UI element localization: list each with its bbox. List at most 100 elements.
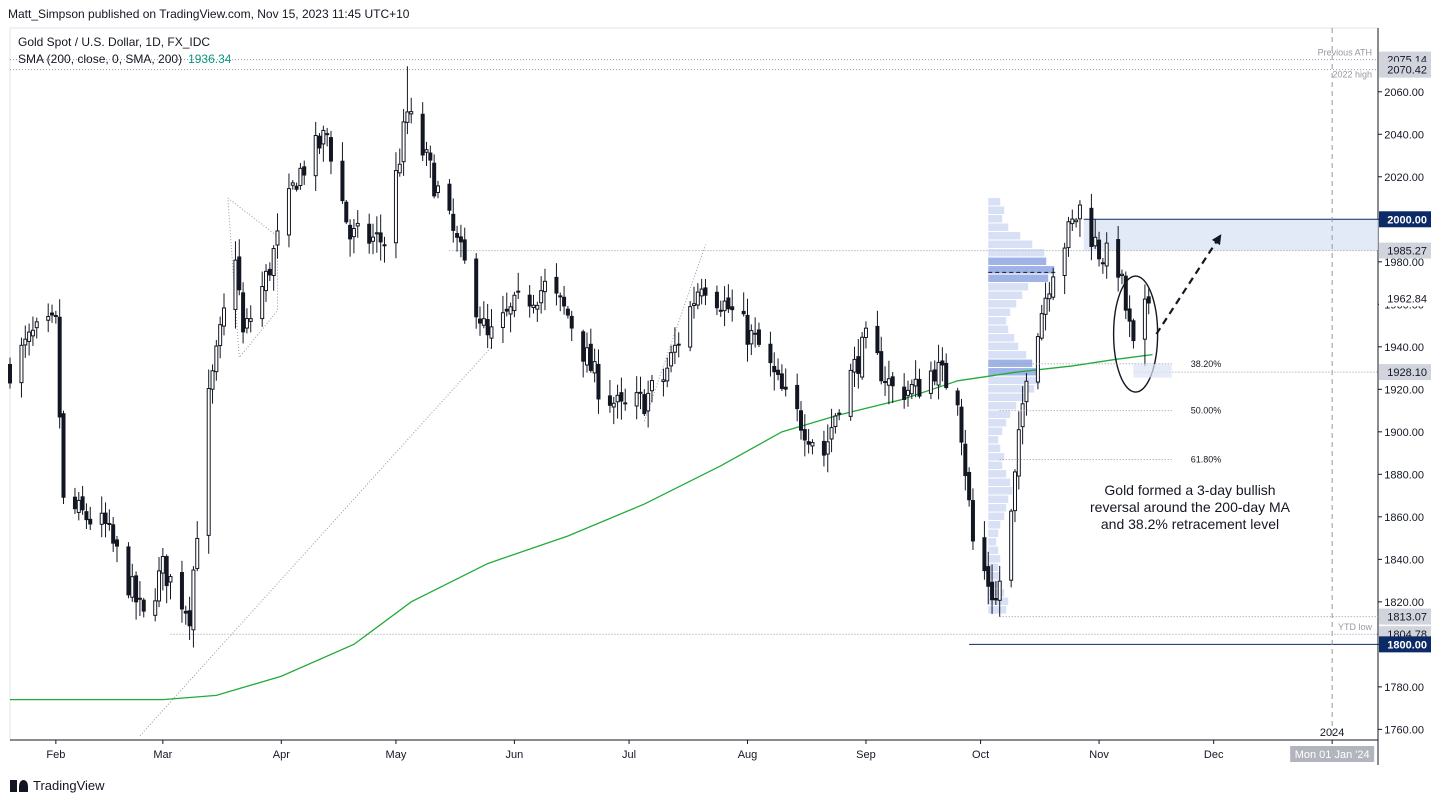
y-tick-label: 1760.00 xyxy=(1384,724,1424,736)
fib-zone xyxy=(1133,363,1172,378)
candle-bullish xyxy=(1142,298,1147,340)
volume-bar xyxy=(988,453,1005,461)
y-tick-label: 1900.00 xyxy=(1384,427,1424,439)
candle-bullish xyxy=(264,270,269,292)
candle-bullish xyxy=(168,576,173,583)
candle-bullish xyxy=(1119,273,1124,277)
candle-bearish xyxy=(432,162,437,197)
candle-bearish xyxy=(72,496,77,510)
volume-bar xyxy=(988,223,1009,231)
volume-bar xyxy=(988,546,999,555)
candle-bullish xyxy=(508,306,513,315)
candle-bearish xyxy=(562,296,567,307)
volume-bar xyxy=(988,504,1007,512)
candle-bullish xyxy=(1009,510,1014,581)
candle-bullish xyxy=(672,344,677,353)
candle-bullish xyxy=(615,394,620,403)
volume-bar xyxy=(988,529,999,538)
tradingview-logo-icon xyxy=(10,779,28,792)
candle-bullish xyxy=(611,402,616,408)
candle-bearish xyxy=(348,224,353,240)
candle-bearish xyxy=(798,410,803,431)
candle-bullish xyxy=(539,290,544,304)
x-tick-label: Nov xyxy=(1089,749,1109,761)
candle-bearish xyxy=(241,292,246,333)
volume-bar xyxy=(988,402,1017,410)
candle-bullish xyxy=(1077,204,1082,220)
candle-bullish xyxy=(1039,313,1044,339)
candle-bullish xyxy=(321,129,326,145)
volume-bar xyxy=(988,555,1001,563)
candle-bullish xyxy=(107,523,112,526)
volume-bar xyxy=(988,317,1007,325)
candle-bullish xyxy=(1104,242,1109,267)
price-tag-label: 1985.27 xyxy=(1387,246,1427,258)
candle-bearish xyxy=(474,258,479,318)
candle-bullish xyxy=(206,388,211,536)
time-axis[interactable]: Feb Mar Apr May Jun Jul Aug Sep Oct Nov Dec2024Mon… xyxy=(46,28,1375,762)
candle-bullish xyxy=(160,555,165,574)
candle-bearish xyxy=(806,441,811,445)
y-tick-label: 1980.00 xyxy=(1384,257,1424,269)
candle-bearish xyxy=(783,386,788,390)
volume-bar xyxy=(988,359,1033,367)
volume-bar xyxy=(988,351,1027,359)
candle-bullish xyxy=(271,248,276,276)
candle-bearish xyxy=(1127,308,1132,322)
volume-bar xyxy=(988,291,1023,299)
candle-bullish xyxy=(313,135,318,177)
volume-bar xyxy=(988,215,1003,223)
candle-bullish xyxy=(665,367,670,382)
candle-bearish xyxy=(111,524,116,544)
candle-bullish xyxy=(886,378,891,386)
candle-bullish xyxy=(489,326,494,339)
candle-bearish xyxy=(134,575,139,603)
volume-bar xyxy=(988,274,1049,282)
candle-bearish xyxy=(607,395,612,406)
candle-bullish xyxy=(512,294,517,312)
candle-bullish xyxy=(1035,336,1040,383)
candle-bullish xyxy=(218,324,223,347)
candle-bearish xyxy=(776,369,781,375)
volume-bar xyxy=(988,495,1009,504)
candle-bearish xyxy=(485,319,490,336)
volume-bar xyxy=(988,342,1019,350)
candle-bearish xyxy=(779,373,784,389)
x-tick-label: Feb xyxy=(46,749,65,761)
candle-bullish xyxy=(699,288,704,297)
candle-bullish xyxy=(1016,429,1021,477)
candle-bearish xyxy=(879,351,884,382)
volume-bar xyxy=(988,580,1003,589)
tradingview-footer[interactable]: TradingView xyxy=(10,778,105,793)
candle-bullish xyxy=(382,244,387,247)
candle-bullish xyxy=(638,391,643,394)
chart-background xyxy=(9,27,1379,765)
annotation-text: reversal around the 200-day MA xyxy=(1090,499,1291,515)
resistance-zone xyxy=(1083,219,1378,251)
y-tick-label: 2040.00 xyxy=(1384,129,1424,141)
candle-bearish xyxy=(986,566,991,587)
volume-bar xyxy=(988,206,1005,214)
candle-bullish xyxy=(1062,247,1067,276)
brand-name: TradingView xyxy=(33,778,105,793)
price-tag-label: 2000.00 xyxy=(1387,214,1427,226)
candle-bullish xyxy=(535,304,540,310)
candle-bullish xyxy=(397,163,402,174)
candle-bullish xyxy=(286,188,291,236)
candle-bearish xyxy=(883,381,888,384)
price-tag-label: 1928.10 xyxy=(1387,367,1427,379)
annotation-text: and 38.2% retracement level xyxy=(1101,516,1279,532)
candle-bearish xyxy=(462,239,467,261)
candle-bullish xyxy=(676,343,681,346)
candle-bearish xyxy=(84,511,89,521)
x-tick-label: Oct xyxy=(972,749,989,761)
candle-bullish xyxy=(371,236,376,242)
candle-bearish xyxy=(569,315,574,329)
level-label: YTD low xyxy=(1338,622,1373,632)
y-tick-label: 1840.00 xyxy=(1384,554,1424,566)
x-tick-label: Sep xyxy=(856,749,876,761)
candle-bullish xyxy=(298,167,303,186)
candle-bearish xyxy=(558,295,563,298)
candle-bullish xyxy=(244,318,249,329)
